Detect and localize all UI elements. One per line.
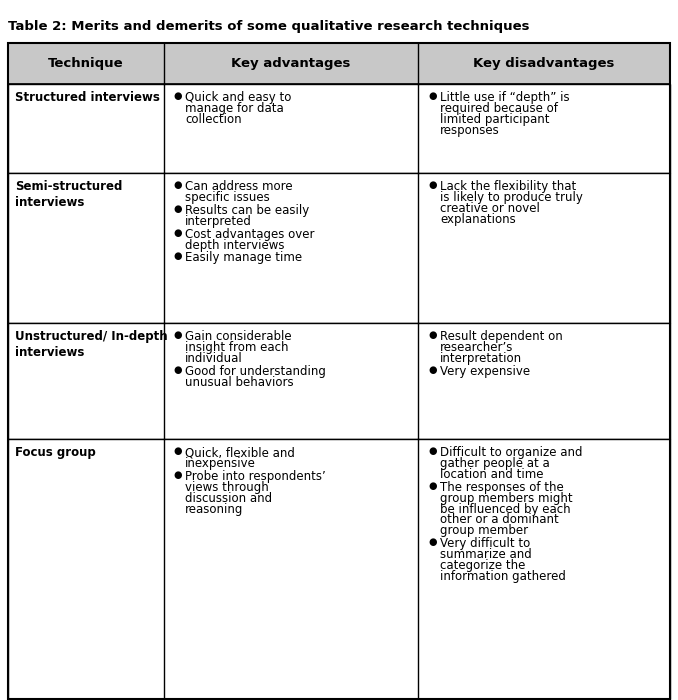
Text: Quick and easy to: Quick and easy to [185, 92, 292, 104]
Text: location and time: location and time [440, 468, 544, 481]
Text: views through: views through [185, 481, 269, 494]
Text: ●: ● [428, 538, 437, 547]
Text: Semi-structured
interviews: Semi-structured interviews [15, 180, 122, 209]
Text: information gathered: information gathered [440, 570, 566, 583]
Text: responses: responses [440, 124, 500, 137]
Bar [8, 85, 670, 173]
Text: ●: ● [428, 365, 437, 375]
Text: ●: ● [428, 447, 437, 456]
Text: group members might: group members might [440, 492, 573, 505]
Text: Good for understanding: Good for understanding [185, 365, 326, 378]
Text: Easily manage time: Easily manage time [185, 251, 302, 265]
Text: reasoning: reasoning [185, 503, 243, 516]
Text: group member: group member [440, 524, 528, 538]
Text: other or a dominant: other or a dominant [440, 514, 559, 526]
Text: depth interviews: depth interviews [185, 239, 285, 251]
Text: ●: ● [428, 481, 437, 491]
Text: discussion and: discussion and [185, 492, 273, 505]
Text: manage for data: manage for data [185, 102, 284, 116]
Text: collection: collection [185, 113, 242, 126]
Text: Difficult to organize and: Difficult to organize and [440, 447, 582, 459]
Text: Key advantages: Key advantages [231, 57, 351, 71]
Text: individual: individual [185, 352, 243, 365]
Text: Little use if “depth” is: Little use if “depth” is [440, 92, 570, 104]
Text: ●: ● [428, 92, 437, 102]
Text: is likely to produce truly: is likely to produce truly [440, 191, 583, 204]
Text: insight from each: insight from each [185, 341, 289, 354]
Text: ●: ● [174, 470, 182, 480]
Text: Very expensive: Very expensive [440, 365, 530, 378]
Text: Unstructured/ In-depth
interviews: Unstructured/ In-depth interviews [15, 330, 167, 359]
Text: limited participant: limited participant [440, 113, 550, 126]
Text: Can address more: Can address more [185, 180, 293, 193]
Text: Probe into respondents’: Probe into respondents’ [185, 470, 326, 483]
Text: ●: ● [174, 204, 182, 214]
Text: ●: ● [174, 365, 182, 375]
Text: Structured interviews: Structured interviews [15, 92, 160, 104]
Text: ●: ● [428, 180, 437, 190]
Text: Lack the flexibility that: Lack the flexibility that [440, 180, 576, 193]
Text: unusual behaviors: unusual behaviors [185, 376, 294, 389]
Text: categorize the: categorize the [440, 559, 525, 572]
Text: Cost advantages over: Cost advantages over [185, 228, 315, 241]
Text: ●: ● [174, 447, 182, 456]
Text: creative or novel: creative or novel [440, 202, 540, 215]
Bar [8, 173, 670, 323]
Text: Very difficult to: Very difficult to [440, 538, 530, 550]
Text: explanations: explanations [440, 213, 516, 225]
Text: Gain considerable: Gain considerable [185, 330, 292, 343]
Text: gather people at a: gather people at a [440, 457, 550, 470]
Text: Result dependent on: Result dependent on [440, 330, 563, 343]
Text: ●: ● [174, 251, 182, 262]
Text: required because of: required because of [440, 102, 558, 116]
Text: interpreted: interpreted [185, 215, 252, 228]
Text: Key disadvantages: Key disadvantages [473, 57, 615, 71]
Bar [8, 323, 670, 440]
Text: Focus group: Focus group [15, 447, 96, 459]
Text: specific issues: specific issues [185, 191, 270, 204]
Text: Quick, flexible and: Quick, flexible and [185, 447, 295, 459]
Text: researcher’s: researcher’s [440, 341, 513, 354]
Text: ●: ● [174, 330, 182, 340]
Text: Results can be easily: Results can be easily [185, 204, 310, 217]
Text: The responses of the: The responses of the [440, 481, 564, 494]
Text: ●: ● [174, 228, 182, 238]
Bar [8, 440, 670, 699]
Text: Table 2: Merits and demerits of some qualitative research techniques: Table 2: Merits and demerits of some qua… [8, 20, 530, 33]
Text: summarize and: summarize and [440, 548, 532, 561]
Text: ●: ● [174, 92, 182, 102]
Text: be influenced by each: be influenced by each [440, 503, 571, 516]
Text: ●: ● [428, 330, 437, 340]
Bar [8, 43, 670, 85]
Text: interpretation: interpretation [440, 352, 522, 365]
Text: ●: ● [174, 180, 182, 190]
Text: Technique: Technique [48, 57, 123, 71]
Text: inexpensive: inexpensive [185, 457, 256, 470]
